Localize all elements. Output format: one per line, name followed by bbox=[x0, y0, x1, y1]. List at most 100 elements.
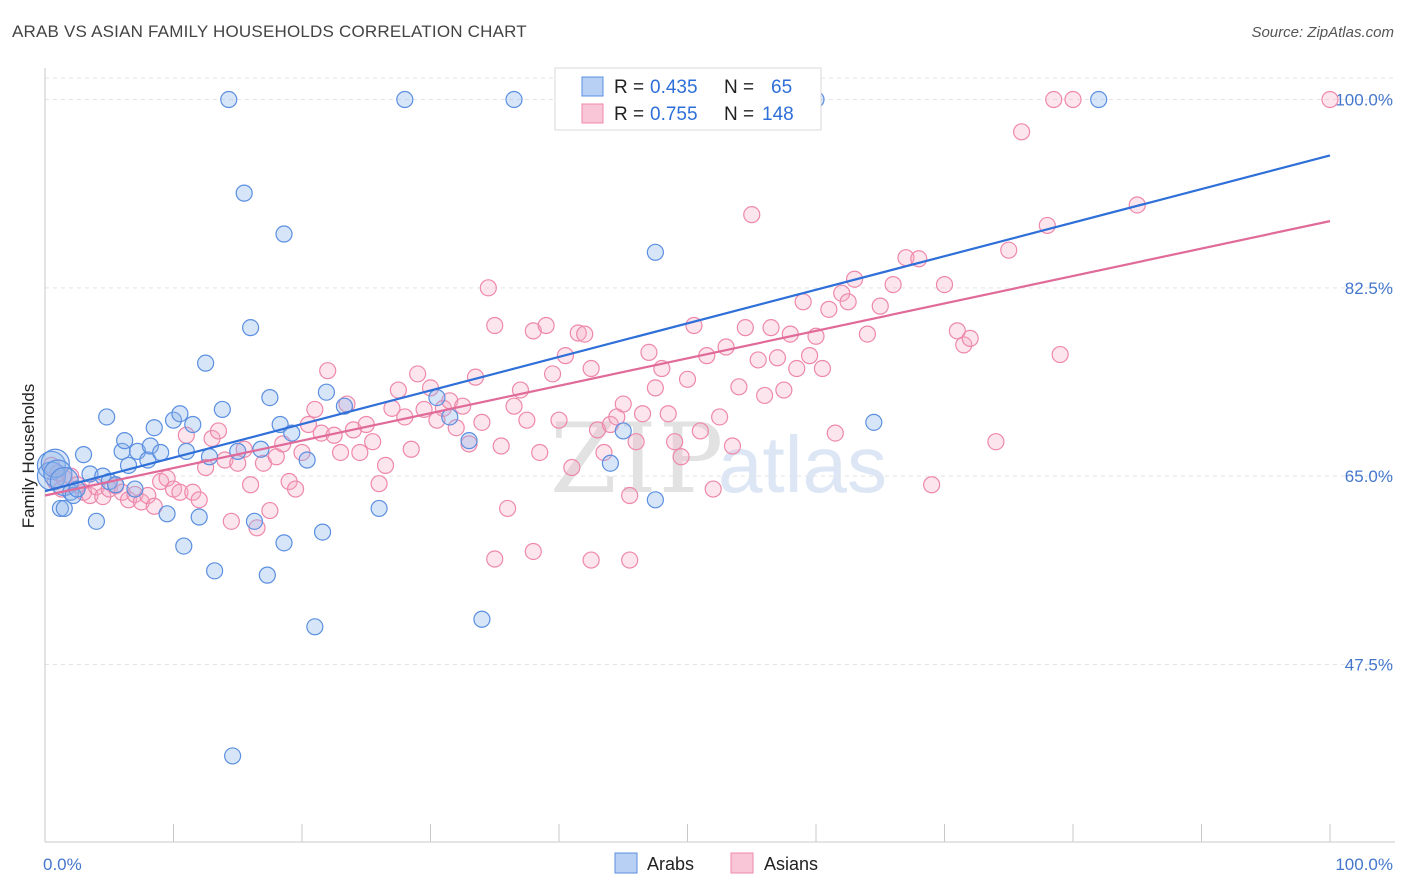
point-asians bbox=[1012, 123, 1031, 141]
point-asians bbox=[1051, 345, 1069, 364]
point-arabs bbox=[235, 184, 253, 202]
point-asians bbox=[736, 319, 754, 337]
point-arabs bbox=[1090, 90, 1108, 109]
point-arabs bbox=[152, 443, 170, 462]
point-asians bbox=[524, 322, 542, 340]
point-arabs bbox=[177, 442, 195, 460]
point-asians bbox=[537, 316, 555, 335]
point-asians bbox=[171, 483, 189, 501]
point-arabs bbox=[87, 512, 106, 530]
x-tick-label: 0.0% bbox=[43, 855, 82, 874]
y-tick-label: 47.5% bbox=[1345, 655, 1393, 674]
point-arabs bbox=[306, 618, 324, 636]
legend-r-value-arabs: 0.435 bbox=[650, 77, 698, 98]
y-tick-label: 82.5% bbox=[1345, 279, 1393, 298]
chart-title: ARAB VS ASIAN FAMILY HOUSEHOLDS CORRELAT… bbox=[12, 22, 527, 41]
point-asians bbox=[569, 324, 587, 342]
point-asians bbox=[331, 443, 350, 462]
point-asians bbox=[197, 458, 215, 477]
point-asians bbox=[691, 422, 709, 440]
point-asians bbox=[621, 486, 639, 505]
point-asians bbox=[306, 400, 324, 419]
legend-n-value-asians: 148 bbox=[762, 104, 794, 125]
point-asians bbox=[595, 443, 613, 462]
point-arabs bbox=[145, 419, 163, 437]
point-asians bbox=[755, 386, 774, 405]
point-asians bbox=[614, 395, 632, 413]
point-asians bbox=[820, 300, 838, 318]
point-asians bbox=[948, 322, 966, 340]
point-asians bbox=[621, 551, 639, 569]
point-asians bbox=[961, 329, 979, 348]
point-asians bbox=[627, 433, 645, 451]
point-arabs bbox=[190, 508, 208, 526]
point-asians bbox=[376, 456, 395, 474]
point-asians bbox=[633, 405, 652, 423]
point-asians bbox=[518, 411, 536, 429]
point-arabs bbox=[126, 480, 144, 498]
point-asians bbox=[743, 206, 761, 224]
watermark-atlas: atlas bbox=[718, 420, 887, 509]
point-arabs bbox=[197, 354, 215, 372]
x-tick-label: 100.0% bbox=[1335, 855, 1393, 874]
point-arabs bbox=[171, 405, 189, 423]
point-arabs bbox=[614, 422, 632, 440]
point-arabs bbox=[141, 437, 159, 455]
point-asians bbox=[794, 293, 812, 311]
point-asians bbox=[351, 443, 369, 462]
axes bbox=[44, 68, 1395, 843]
legend-r-label-arabs: R = bbox=[614, 77, 644, 98]
point-arabs bbox=[74, 446, 93, 464]
point-asians bbox=[640, 343, 658, 361]
point-arabs bbox=[473, 610, 491, 628]
point-arabs bbox=[283, 424, 301, 442]
point-arabs bbox=[601, 454, 620, 472]
trend-lines bbox=[44, 154, 1331, 497]
point-arabs bbox=[275, 534, 293, 552]
point-asians bbox=[704, 480, 722, 498]
point-asians bbox=[222, 512, 240, 530]
point-arabs bbox=[460, 432, 478, 450]
point-arabs bbox=[646, 243, 664, 261]
point-arabs bbox=[258, 566, 276, 584]
point-asians bbox=[1064, 90, 1082, 109]
point-asians bbox=[242, 476, 260, 494]
point-asians bbox=[666, 433, 684, 451]
point-arabs bbox=[245, 512, 264, 530]
point-asians bbox=[576, 325, 594, 343]
point-asians bbox=[524, 542, 542, 561]
point-asians bbox=[357, 415, 375, 434]
point-asians bbox=[768, 349, 787, 367]
point-asians bbox=[749, 351, 767, 369]
point-asians bbox=[492, 437, 510, 455]
point-asians bbox=[723, 437, 742, 455]
point-asians bbox=[678, 370, 697, 388]
point-asians bbox=[987, 433, 1005, 451]
legend-n-value-arabs: 65 bbox=[771, 77, 792, 98]
point-arabs bbox=[313, 523, 332, 541]
point-asians bbox=[473, 413, 491, 431]
point-arabs bbox=[158, 505, 176, 523]
point-arabs bbox=[40, 448, 70, 478]
tick-labels: 47.5% 65.0% 82.5% 100.0% 0.0% 100.0% bbox=[43, 91, 1393, 874]
grid-lines bbox=[45, 77, 1395, 665]
y-tick-label: 65.0% bbox=[1345, 467, 1393, 486]
point-asians bbox=[499, 499, 517, 518]
point-asians bbox=[286, 480, 305, 498]
point-arabs bbox=[865, 413, 883, 431]
point-asians bbox=[447, 419, 465, 437]
point-arabs bbox=[396, 90, 414, 109]
point-arabs bbox=[275, 225, 293, 243]
point-asians bbox=[409, 365, 427, 383]
point-asians bbox=[479, 279, 497, 297]
point-arabs bbox=[242, 319, 260, 337]
watermark-zip: ZIP bbox=[550, 403, 725, 515]
legend-n-label-asians: N = bbox=[724, 104, 754, 125]
point-arabs bbox=[184, 415, 202, 434]
point-arabs bbox=[505, 90, 523, 109]
point-asians bbox=[531, 443, 549, 462]
point-asians bbox=[646, 379, 664, 397]
point-arabs bbox=[220, 90, 238, 109]
point-asians bbox=[711, 408, 729, 426]
